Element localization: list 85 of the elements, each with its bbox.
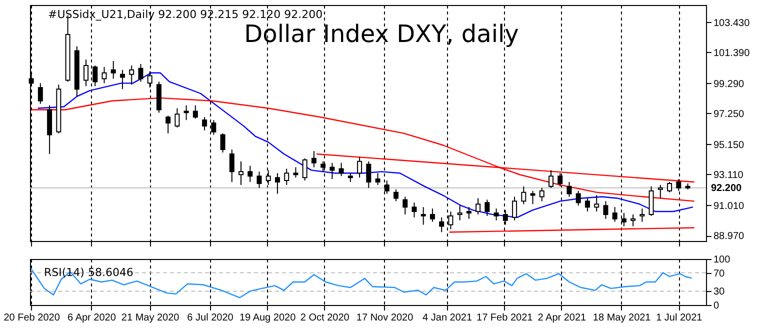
candlestick — [220, 132, 226, 153]
y-tick-label: 91.010 — [714, 200, 745, 212]
candlestick — [394, 188, 399, 202]
ref-line-label: 92.200 — [711, 182, 742, 194]
line-series — [30, 268, 692, 298]
x-tick-label: 2 Oct 2020 — [300, 312, 350, 324]
x-tick-label: 20 Feb 2020 — [4, 312, 60, 324]
candlestick — [366, 160, 372, 188]
y-tick-label: 103.430 — [714, 18, 750, 29]
candlestick — [494, 208, 499, 221]
candlestick — [256, 171, 262, 188]
candlestick — [402, 196, 408, 215]
y-tick-label: 95.150 — [714, 140, 745, 151]
candlestick — [138, 64, 144, 82]
x-tick-label: 6 Apr 2020 — [68, 312, 116, 324]
y-tick-label: 70 — [714, 268, 726, 280]
y-tick-label: 97.250 — [714, 108, 745, 120]
candlestick — [530, 190, 536, 205]
candlestick — [439, 216, 444, 233]
candlestick — [330, 162, 335, 180]
x-tick-label: 6 Jul 2020 — [187, 312, 234, 324]
candlestick — [302, 158, 308, 182]
candlestick — [248, 165, 253, 182]
x-tick-label: 19 Aug 2020 — [239, 312, 296, 324]
x-tick-label: 1 Jul 2021 — [656, 312, 703, 324]
x-tick-label: 17 Feb 2021 — [476, 312, 534, 324]
candlestick — [174, 108, 180, 128]
candlestick — [457, 205, 462, 221]
candlestick — [667, 182, 672, 193]
y-tick-label: 93.110 — [714, 170, 744, 181]
candlestick — [357, 156, 362, 178]
candlestick — [630, 214, 636, 227]
candlestick — [102, 66, 107, 84]
candlestick — [229, 149, 234, 182]
line-series — [30, 97, 695, 202]
y-tick-label: 101.390 — [714, 48, 750, 59]
candlestick — [120, 69, 125, 90]
candlestick — [192, 104, 198, 120]
candlestick — [284, 168, 290, 186]
candlestick — [612, 206, 618, 222]
candlestick — [584, 198, 590, 212]
y-tick-label: 99.290 — [714, 78, 745, 90]
candlestick — [238, 160, 244, 186]
candlestick — [166, 115, 171, 134]
candlestick — [311, 150, 316, 168]
x-tick-label: 17 Nov 2020 — [356, 312, 414, 324]
candlestick — [84, 59, 89, 87]
candlestick — [293, 166, 298, 178]
candlestick — [484, 199, 490, 216]
candlestick — [658, 184, 663, 199]
candlestick — [576, 190, 581, 206]
candlestick — [420, 206, 426, 226]
candlestick — [594, 194, 600, 212]
candlestick — [184, 104, 189, 121]
candlestick — [129, 64, 134, 86]
candlestick — [412, 202, 417, 218]
text: RSI(14) 58.6046 — [44, 266, 134, 279]
y-tick-label: 0 — [714, 300, 720, 312]
chart-subtitle: #USSidx_U21,Daily 92.200 92.215 92.120 92.200 — [48, 8, 323, 21]
candlestick — [466, 206, 472, 220]
candlestick — [603, 200, 608, 220]
line-series — [37, 72, 694, 218]
x-tick-label: 4 Jan 2021 — [422, 312, 472, 324]
candlestick — [539, 187, 544, 202]
candlestick — [512, 196, 518, 221]
candlestick — [375, 172, 380, 186]
y-tick-label: 30 — [714, 286, 726, 298]
y-tick-label: 88.970 — [714, 231, 745, 242]
candlestick — [38, 82, 43, 104]
candlestick — [110, 60, 116, 80]
candlestick — [476, 198, 481, 215]
x-tick-label: 21 May 2020 — [121, 312, 180, 324]
candlestick — [338, 162, 344, 177]
candlestick — [430, 208, 435, 222]
candlestick — [202, 116, 208, 131]
candlestick — [566, 182, 572, 198]
x-tick-label: 2 Apr 2021 — [538, 312, 587, 324]
x-tick-label: 18 May 2021 — [592, 312, 652, 324]
y-tick-label: 100 — [714, 254, 731, 266]
candlestick — [521, 186, 526, 205]
candlestick — [640, 208, 645, 222]
candlestick — [648, 186, 654, 216]
candlestick — [274, 172, 280, 194]
text: Dollar Index DXY, daily — [244, 20, 519, 48]
candlestick — [548, 170, 554, 188]
